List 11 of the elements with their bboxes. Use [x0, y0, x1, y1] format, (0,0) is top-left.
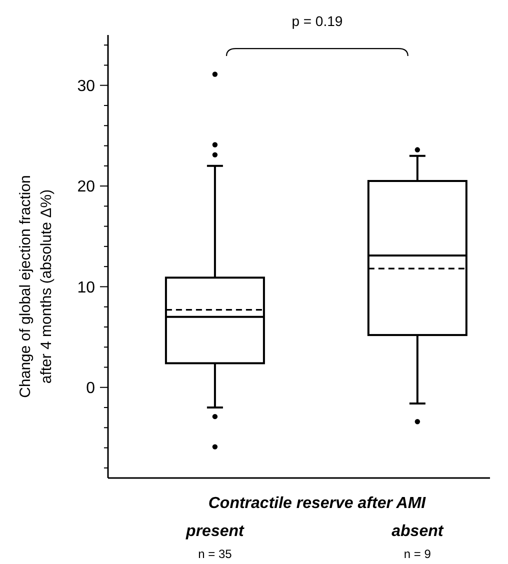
y-tick-label: 10 [77, 279, 96, 296]
x-tick-label: absent [392, 523, 444, 540]
text: p = 0.19 [292, 13, 343, 29]
text: n = 9 [404, 547, 432, 561]
y-axis-title: Change of global ejection fraction after 4 months (absolute Δ%) [17, 175, 55, 398]
text: n = 35 [198, 547, 232, 561]
x-axis-title: Contractile reserve after AMI [208, 495, 426, 512]
y-tick-label: 30 [77, 78, 96, 95]
x-tick-label: present [185, 523, 245, 540]
y-tick-label: 20 [77, 178, 96, 196]
y-tick-label: 0 [86, 380, 96, 397]
